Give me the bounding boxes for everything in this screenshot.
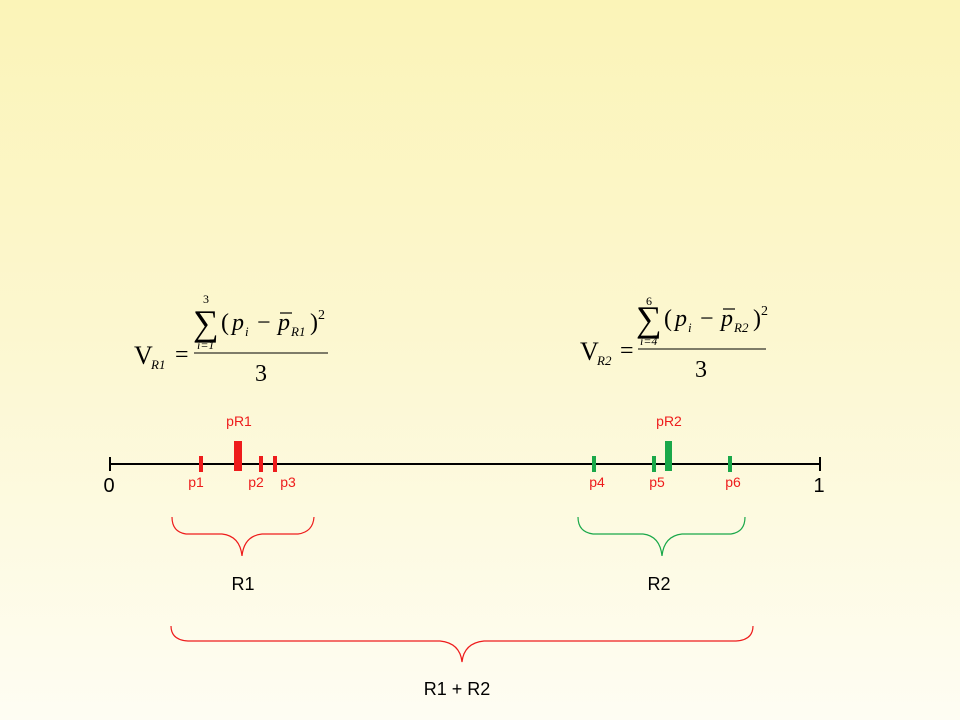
formula-r2-sum-sign: ∑ [636,299,662,339]
region1-points [199,441,277,472]
formula-r2-p-sub: i [688,320,692,335]
formula-r2-close-paren: ) [753,306,761,332]
point-tick-p3 [273,456,277,472]
formula-r2: V R2 = 6 ∑ i=4 ( p i − p R2 ) 2 3 [580,294,768,383]
formula-r1-sum-bottom: i=1 [197,338,214,352]
point-label-p5: p5 [649,474,665,490]
brace-r2 [577,516,746,557]
formula-r2-denominator: 3 [695,357,707,383]
formula-r1: V R1 = 3 ∑ i=1 ( p i − p R1 ) 2 3 [134,292,328,387]
point-tick-p6 [728,456,732,472]
region-label-combined: R1 + R2 [424,679,491,699]
formula-r1-sum-top: 3 [203,292,209,306]
axis-label-end: 1 [813,475,824,497]
formula-r2-exponent: 2 [761,304,768,319]
brace-r1 [171,516,315,557]
point-tick-p1 [199,456,203,472]
formula-r2-open-paren: ( [664,306,672,332]
point-label-p1: p1 [188,474,204,490]
number-line [109,457,821,471]
region-label-r1: R1 [231,574,254,594]
brace-combined [170,625,754,663]
formula-r1-minus: − [257,310,271,336]
formula-r1-pbar-sub: R1 [290,324,305,339]
formula-r1-exponent: 2 [318,308,325,323]
formula-r2-v-sub: R2 [596,353,612,368]
region2-points [592,441,732,472]
point-tick-p2 [259,456,263,472]
formula-r2-equals: = [620,338,634,364]
point-label-p3: p3 [280,474,296,490]
mean-label-pr1: pR1 [226,413,252,429]
formula-r1-v: V [134,341,153,370]
point-label-p6: p6 [725,474,741,490]
formula-r2-pbar-sub: R2 [733,320,749,335]
formula-r1-v-sub: R1 [150,357,165,372]
formula-r2-p: p [673,306,687,332]
formula-r1-p: p [230,310,244,336]
point-label-p2: p2 [248,474,264,490]
formula-r1-sum-sign: ∑ [193,303,219,343]
formula-r1-close-paren: ) [310,310,318,336]
formula-r1-open-paren: ( [221,310,229,336]
point-label-p4: p4 [589,474,605,490]
formula-r2-minus: − [700,306,714,332]
formula-r1-denominator: 3 [255,361,267,387]
region-label-r2: R2 [647,574,670,594]
formula-r2-v: V [580,337,599,366]
formula-r2-sum-top: 6 [646,294,652,308]
mean-tick-pr2 [665,441,672,471]
point-tick-p5 [652,456,656,472]
point-tick-p4 [592,456,596,472]
axis-label-start: 0 [103,475,114,497]
mean-label-pr2: pR2 [656,413,682,429]
formula-r1-equals: = [175,342,189,368]
formula-r1-p-sub: i [245,324,249,339]
formula-r2-sum-bottom: i=4 [640,334,657,348]
formula-r2-pbar: p [719,306,733,332]
formula-r1-pbar: p [276,310,290,336]
mean-tick-pr1 [234,441,242,471]
